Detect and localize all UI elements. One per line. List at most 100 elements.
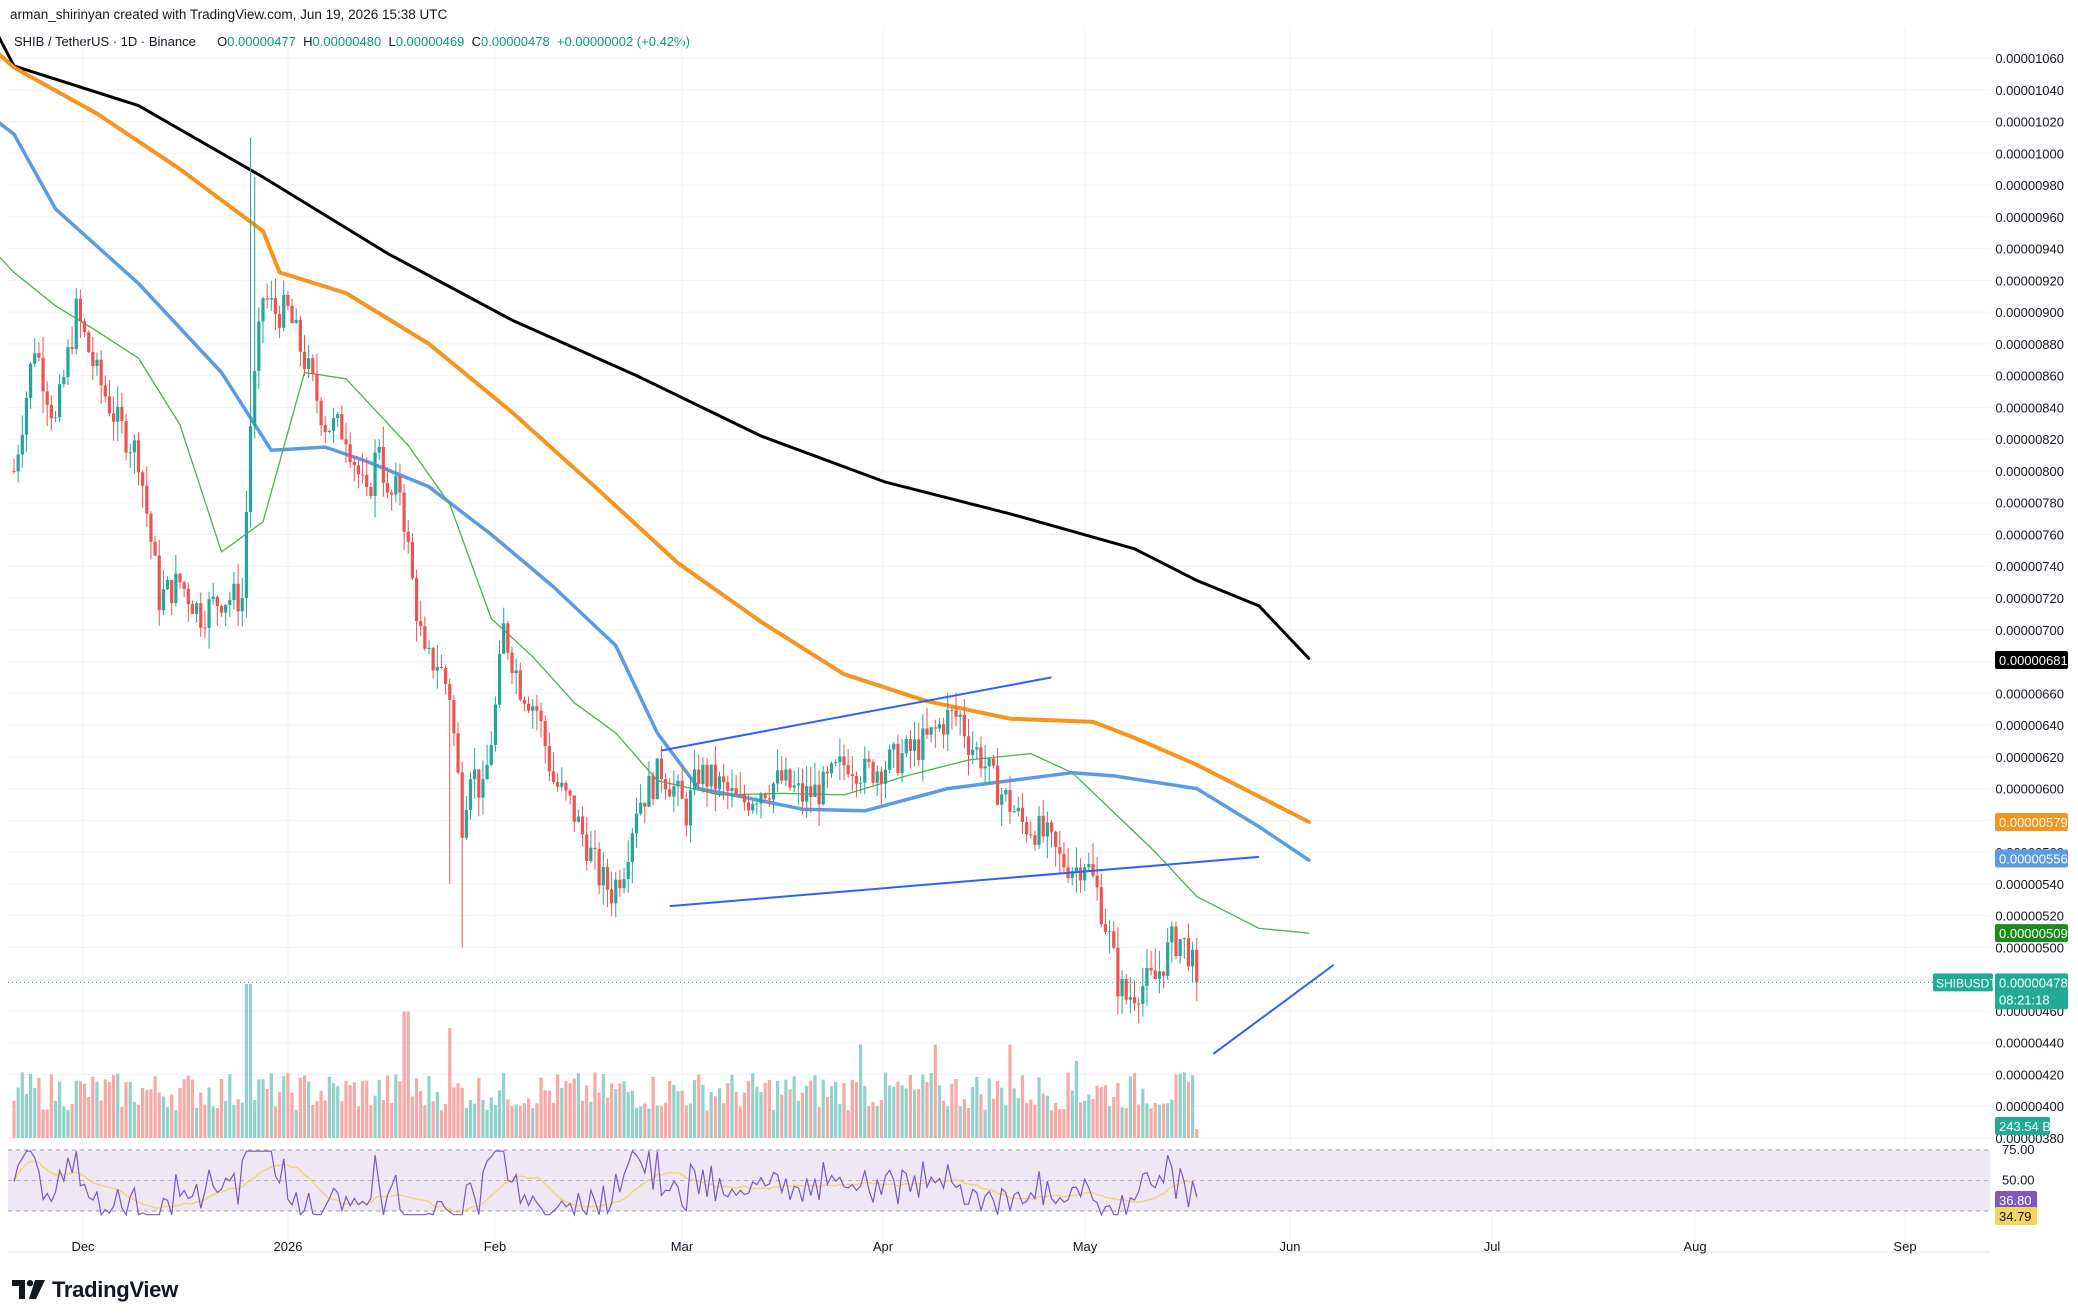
volume-bar (170, 1094, 174, 1138)
volume-bar (813, 1075, 817, 1138)
symbol-name[interactable]: SHIB / TetherUS · 1D · Binance (14, 34, 196, 49)
volume-bar (62, 1106, 66, 1138)
volume-bar (161, 1096, 165, 1138)
candle-body (518, 670, 522, 700)
volume-bar (942, 1100, 946, 1138)
candle-body (1074, 867, 1078, 872)
volume-bar (755, 1086, 759, 1138)
candle-body (1033, 835, 1037, 845)
time-tick-label: Mar (671, 1239, 694, 1254)
volume-bar (1033, 1104, 1037, 1138)
candle-body (547, 746, 551, 772)
candle-body (33, 353, 37, 364)
volume-bar (1120, 1107, 1124, 1138)
volume-bar (290, 1092, 294, 1138)
candle-body (70, 347, 74, 350)
volume-bar (390, 1102, 394, 1138)
candle-body (684, 798, 688, 826)
price-tick-label: 0.00000860 (1995, 369, 2064, 384)
volume-bar (933, 1044, 937, 1138)
volume-bar (145, 1089, 149, 1138)
candle-body (867, 758, 871, 762)
volume-bar (91, 1076, 95, 1138)
volume-bar (676, 1091, 680, 1138)
time-tick-label: 2026 (274, 1239, 303, 1254)
candle-body (1120, 978, 1124, 997)
candle-body (311, 358, 315, 374)
volume-bar (610, 1083, 614, 1138)
candle-body (1004, 789, 1008, 795)
volume-bar (12, 1100, 16, 1138)
volume-bar (265, 1088, 269, 1138)
volume-bar (717, 1088, 722, 1138)
candle-body (1128, 997, 1132, 1000)
price-tick-label: 0.00000720 (1995, 591, 2064, 606)
candle-body (983, 766, 987, 769)
volume-bar (1083, 1101, 1087, 1138)
volume-bar (713, 1096, 717, 1138)
volume-bar (630, 1090, 634, 1138)
trendlines[interactable] (8, 676, 1990, 1055)
symbol-tag-bg (1933, 973, 1993, 992)
volume-bar (1066, 1072, 1070, 1138)
candle-body (464, 809, 468, 838)
volume-bar (593, 1072, 597, 1138)
candle-body (618, 879, 622, 889)
candle-body (896, 743, 900, 774)
candle-body (971, 749, 975, 755)
time-tick-label: Feb (484, 1239, 506, 1254)
volume-bar (1157, 1104, 1161, 1138)
volume-bar (900, 1085, 904, 1138)
volume-bar (16, 1087, 20, 1138)
volume-bar (1099, 1087, 1103, 1138)
candle-body (639, 802, 643, 814)
rsi-value-label: 36.80 (1999, 1193, 2032, 1208)
rsi-pane (8, 1149, 1990, 1217)
candle-body (1108, 931, 1112, 933)
candle-body (589, 847, 593, 862)
volume-bar (688, 1103, 693, 1138)
volume-bar (1095, 1085, 1099, 1138)
candle-body (170, 580, 174, 604)
candle-body (975, 747, 979, 750)
candle-body (145, 485, 149, 514)
candle-body (431, 647, 435, 671)
volume-bar (809, 1080, 813, 1138)
candle-body (788, 769, 792, 788)
volume-bar (564, 1080, 568, 1138)
candle-body (1058, 847, 1062, 854)
candle-body (390, 492, 394, 495)
candle-body (481, 779, 485, 798)
volume-bar (298, 1077, 302, 1138)
price-tick-label: 0.00000620 (1995, 750, 2064, 765)
candle-body (717, 776, 722, 790)
candle-body (423, 626, 427, 649)
last-price-label: 0.00000478 (1999, 975, 2068, 990)
volume-bar (29, 1073, 33, 1138)
volume-bar (219, 1078, 224, 1138)
volume-bar (626, 1092, 630, 1138)
grid (8, 28, 1990, 1252)
ma-price-label-3: 0.00000509 (1999, 926, 2068, 941)
candle-body (900, 753, 904, 774)
candle-body (1099, 887, 1103, 925)
volume-bar (493, 1104, 497, 1138)
volume-bar (709, 1092, 713, 1138)
volume-bar (971, 1087, 975, 1138)
candle-body (950, 709, 954, 711)
ma-price-label-1-bg (1995, 812, 2068, 831)
candle-body (601, 867, 605, 886)
volume-bar (1116, 1082, 1120, 1138)
candle-body (219, 606, 224, 613)
volume-bar (1016, 1098, 1020, 1138)
volume-bar (800, 1092, 805, 1138)
volume-bar (269, 1073, 273, 1138)
candle-body (377, 446, 381, 453)
candle-body (805, 786, 809, 802)
ma-line-blue (0, 121, 1311, 862)
candle-body (929, 727, 933, 735)
time-tick-label: Dec (71, 1239, 95, 1254)
volume-bar (261, 1079, 265, 1138)
candle-body (1029, 834, 1033, 836)
